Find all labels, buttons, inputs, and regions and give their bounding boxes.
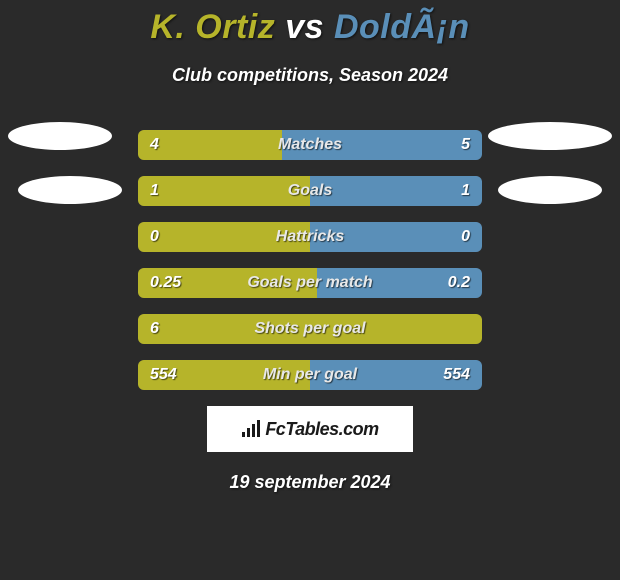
stat-fill-left	[138, 176, 310, 206]
stat-label: Hattricks	[276, 222, 344, 252]
stat-label: Matches	[278, 130, 342, 160]
signal-icon	[241, 420, 263, 438]
footer-date: 19 september 2024	[0, 472, 620, 493]
subtitle: Club competitions, Season 2024	[0, 65, 620, 86]
right-ellipse-2	[498, 176, 602, 204]
stat-label: Goals	[288, 176, 332, 206]
stat-left-value: 0	[150, 222, 159, 252]
stat-row: 0.25 Goals per match 0.2	[138, 268, 482, 298]
stat-label: Shots per goal	[254, 314, 365, 344]
logo-text: FcTables.com	[265, 419, 378, 440]
stat-left-value: 0.25	[150, 268, 181, 298]
stat-label: Min per goal	[263, 360, 357, 390]
right-ellipse-1	[488, 122, 612, 150]
stat-right-value: 0	[461, 222, 470, 252]
stat-fill-left	[138, 130, 282, 160]
stat-right-value: 1	[461, 176, 470, 206]
stat-left-value: 6	[150, 314, 159, 344]
fctables-logo[interactable]: FcTables.com	[207, 406, 413, 452]
stat-row: 6 Shots per goal	[138, 314, 482, 344]
comparison-title: K. Ortiz vs DoldÃ¡n	[0, 0, 620, 47]
stat-label: Goals per match	[247, 268, 372, 298]
stat-right-value: 0.2	[448, 268, 470, 298]
stat-row: 0 Hattricks 0	[138, 222, 482, 252]
stat-row: 554 Min per goal 554	[138, 360, 482, 390]
player2-name: DoldÃ¡n	[334, 8, 470, 46]
stat-right-value: 5	[461, 130, 470, 160]
stat-left-value: 4	[150, 130, 159, 160]
stat-left-value: 1	[150, 176, 159, 206]
stat-row: 4 Matches 5	[138, 130, 482, 160]
player1-name: K. Ortiz	[150, 8, 275, 46]
stat-left-value: 554	[150, 360, 177, 390]
vs-separator: vs	[285, 8, 324, 46]
stats-container: 4 Matches 5 1 Goals 1 0 Hattricks 0 0.25 Goals per…	[138, 130, 482, 390]
stat-right-value: 554	[443, 360, 470, 390]
stat-fill-right	[310, 176, 482, 206]
left-ellipse-2	[18, 176, 122, 204]
left-ellipse-1	[8, 122, 112, 150]
stat-row: 1 Goals 1	[138, 176, 482, 206]
